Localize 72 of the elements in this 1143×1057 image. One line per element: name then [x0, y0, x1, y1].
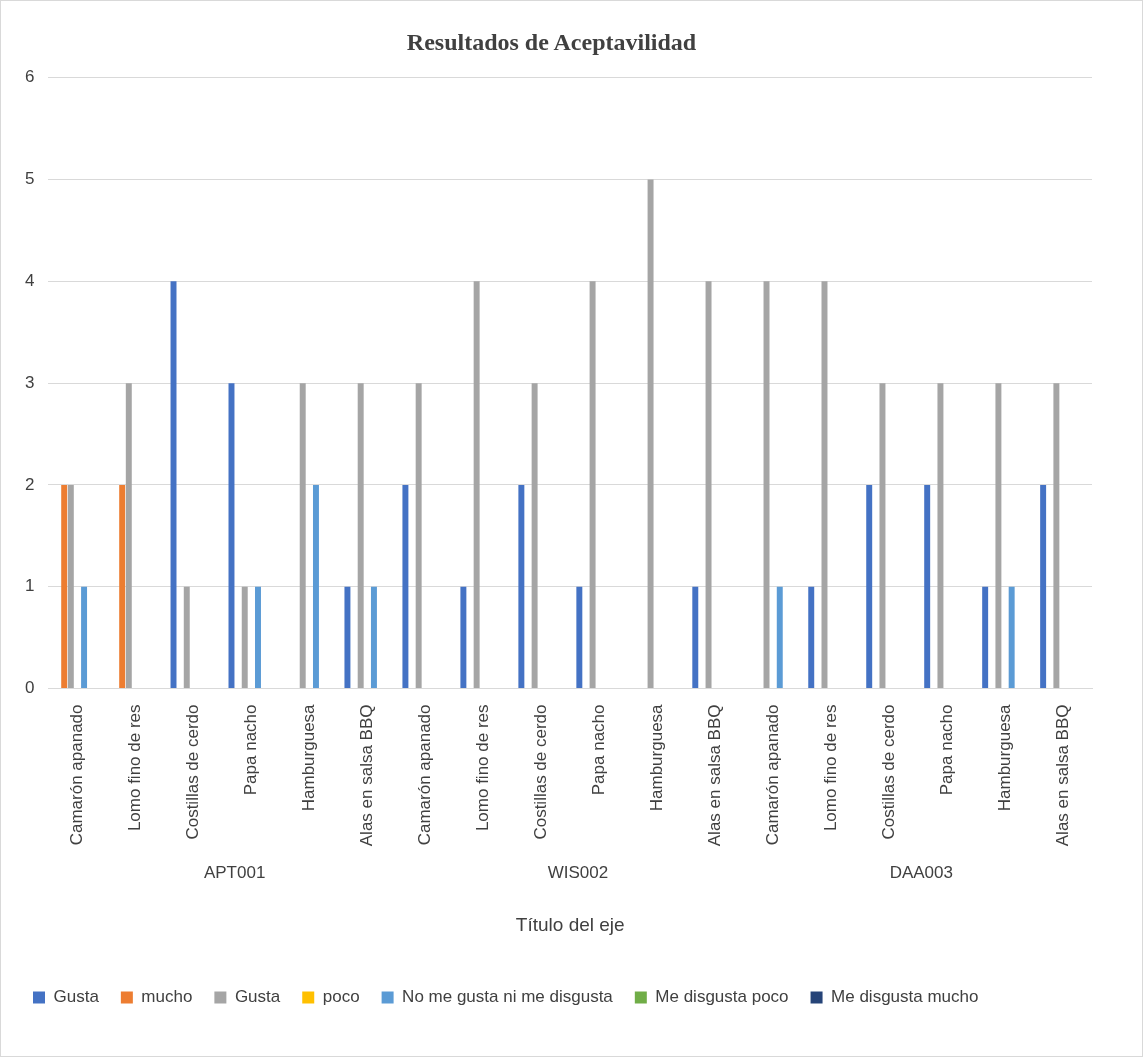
bar	[61, 484, 68, 688]
bar	[866, 484, 873, 688]
legend-label: Me disgusta poco	[655, 987, 789, 1007]
x-tick-label: Camarón apanado	[414, 704, 434, 846]
bar	[982, 586, 989, 688]
bar	[647, 179, 654, 688]
bar	[67, 484, 74, 688]
x-tick-label: Alas en salsa BBQ	[1052, 704, 1072, 847]
chart-title: Resultados de Aceptavilidad	[406, 28, 697, 55]
legend-label: No me gusta ni me disgusta	[402, 987, 614, 1007]
x-tick-label: Costillas de cerdo	[530, 704, 550, 840]
text: DAA003	[888, 863, 954, 883]
x-tick-label: Papa nacho	[936, 704, 956, 796]
legend-label: mucho	[141, 987, 193, 1007]
bar	[879, 383, 886, 688]
bar	[119, 484, 126, 688]
bar	[531, 383, 538, 688]
bar	[183, 586, 190, 688]
legend-label: Me disgusta mucho	[831, 987, 979, 1007]
y-tick-label: 3	[24, 372, 35, 392]
x-tick-label: Hamburguesa	[994, 703, 1014, 812]
y-tick-label: 4	[24, 271, 35, 291]
bar	[473, 281, 480, 688]
bar	[589, 281, 596, 688]
bar	[937, 383, 944, 688]
bar	[241, 586, 248, 688]
x-tick-label: Papa nacho	[241, 704, 261, 796]
y-tick-label: 0	[24, 678, 35, 698]
x-tick-label: Lomo fino de res	[472, 704, 492, 832]
text: WIS002	[546, 863, 610, 883]
bar	[370, 586, 377, 688]
bar	[415, 383, 422, 688]
bar	[460, 586, 467, 688]
x-tick-label: Costillas de cerdo	[183, 704, 203, 840]
legend-label: Gusta	[53, 987, 100, 1007]
bar	[924, 484, 931, 688]
x-tick-label: Costillas de cerdo	[878, 704, 898, 840]
y-tick-label: 1	[24, 576, 35, 596]
x-tick-label: Hamburguesa	[646, 703, 666, 812]
x-tick-label: Camarón apanado	[67, 704, 87, 846]
legend-label: Gusta	[234, 987, 281, 1007]
bar	[255, 586, 261, 688]
x-tick-label: Papa nacho	[588, 704, 608, 796]
y-tick-label: 2	[24, 474, 35, 494]
x-tick-label: Lomo fino de res	[125, 704, 145, 832]
bar	[1040, 484, 1047, 688]
x-tick-label: Alas en salsa BBQ	[704, 704, 724, 847]
bar	[125, 383, 132, 688]
x-tick-label: Alas en salsa BBQ	[357, 704, 376, 847]
x-tick-label: Lomo fino de res	[820, 704, 840, 832]
text: APT001	[202, 863, 267, 883]
bar	[808, 586, 815, 688]
bar	[776, 586, 783, 688]
bar	[312, 484, 319, 688]
bar	[1053, 383, 1060, 688]
y-tick-label: 6	[24, 67, 35, 87]
bar	[995, 383, 1002, 688]
bar	[299, 383, 306, 688]
bar	[402, 484, 409, 688]
bar	[705, 281, 712, 688]
bar	[576, 586, 583, 688]
bar	[81, 586, 88, 688]
bar	[692, 586, 699, 688]
x-tick-label: Hamburguesa	[299, 703, 319, 812]
x-tick-label: Camarón apanado	[762, 704, 782, 846]
bar	[344, 586, 351, 688]
bar	[1008, 586, 1015, 688]
legend-label: poco	[322, 987, 360, 1007]
bar	[518, 484, 525, 688]
y-tick-label: 5	[24, 169, 35, 189]
x-axis-title: Título del eje	[515, 913, 625, 935]
bar	[357, 383, 364, 688]
